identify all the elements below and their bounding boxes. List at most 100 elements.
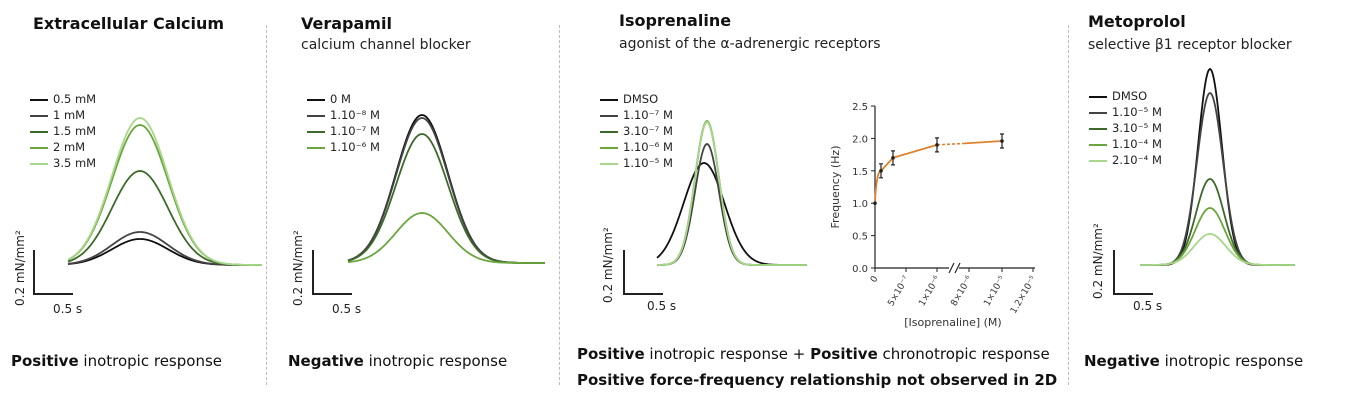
response-text: Positive inotropic response + Positive c… [577, 345, 1050, 363]
legend-label: 1.5 mM [53, 124, 97, 138]
legend-swatch [600, 147, 618, 149]
legend-label: DMSO [1112, 89, 1148, 103]
data-point [891, 156, 895, 160]
x-tick-label: 5×10⁻⁷ [886, 274, 911, 308]
time-scale-label: 0.5 s [1133, 299, 1163, 313]
time-scale-label: 0.5 s [647, 299, 677, 313]
legend-label: 1.10⁻⁴ M [1112, 137, 1162, 151]
legend-label: DMSO [623, 92, 659, 106]
legend-swatch [1089, 112, 1107, 114]
legend-swatch [307, 115, 325, 117]
trace-line [347, 133, 545, 264]
legend-swatch [30, 163, 48, 165]
legend-swatch [30, 115, 48, 117]
y-axis-label: Frequency (Hz) [829, 146, 842, 229]
frequency-line [964, 140, 1003, 145]
panel-title: Metoprolol [1088, 12, 1186, 31]
x-tick-label: 8×10⁻⁶ [949, 274, 974, 308]
legend-label: 1 mM [53, 108, 86, 122]
frequency-line [874, 144, 938, 204]
trace-plot [656, 119, 807, 266]
scale-bar-vertical [312, 250, 314, 294]
legend-label: 0 M [330, 92, 351, 106]
legend-swatch [1089, 128, 1107, 130]
legend-swatch [1089, 144, 1107, 146]
time-scale-label: 0.5 s [53, 302, 83, 316]
y-tick-label: 1.5 [852, 167, 868, 178]
legend-label: 1.10⁻⁷ M [623, 108, 673, 122]
frequency-line-break [936, 142, 966, 146]
panel-title: Extracellular Calcium [33, 14, 225, 33]
y-tick-label: 0.0 [852, 264, 868, 275]
scale-bar-vertical [623, 250, 625, 294]
trace-line [347, 114, 545, 264]
legend-swatch [30, 99, 48, 101]
response-text: Negative inotropic response [1084, 352, 1304, 370]
time-scale-label: 0.5 s [332, 302, 362, 316]
force-frequency-note: Positive force-frequency relationship no… [577, 371, 1058, 389]
trace-line [67, 117, 262, 266]
force-scale-label: 0.2 mN/mm² [13, 230, 27, 306]
scale-bar-vertical [1113, 250, 1115, 294]
panel-divider [266, 25, 267, 385]
response-text: Negative inotropic response [288, 352, 508, 370]
trace-line [347, 117, 545, 264]
y-tick-label: 2.0 [852, 134, 868, 145]
force-scale-label: 0.2 mN/mm² [1091, 223, 1105, 299]
panel-title: Verapamil [301, 14, 392, 33]
legend-label: 1.10⁻⁵ M [1112, 105, 1162, 119]
legend-swatch [307, 131, 325, 133]
legend-swatch [30, 131, 48, 133]
legend-swatch [30, 147, 48, 149]
legend-swatch [1089, 160, 1107, 162]
x-tick-label: 1×10⁻⁵ [982, 274, 1007, 308]
scale-bar-horizontal [1113, 293, 1153, 295]
trace-plot [67, 117, 262, 266]
trace-plot [347, 114, 545, 264]
legend-swatch [600, 163, 618, 165]
trace-plot [1140, 67, 1295, 266]
legend-swatch [600, 99, 618, 101]
force-scale-label: 0.2 mN/mm² [601, 227, 615, 303]
trace-line [1140, 67, 1295, 266]
force-scale-label: 0.2 mN/mm² [291, 230, 305, 306]
scale-bar-horizontal [312, 293, 352, 295]
trace-line [656, 119, 807, 266]
legend-swatch [600, 115, 618, 117]
axis-break [954, 262, 961, 274]
legend-swatch [307, 99, 325, 101]
legend-swatch [600, 131, 618, 133]
scale-bar-horizontal [623, 293, 663, 295]
scale-bar-horizontal [33, 293, 73, 295]
panel-subtitle: calcium channel blocker [301, 37, 471, 53]
legend-label: 1.10⁻⁶ M [330, 140, 380, 154]
panel-divider [559, 25, 560, 385]
legend-label: 1.10⁻⁶ M [623, 140, 673, 154]
trace-line [656, 120, 807, 266]
y-tick-label: 2.5 [852, 102, 868, 113]
y-tick-label: 1.0 [852, 199, 868, 210]
panel-divider [1068, 25, 1069, 385]
response-text: Positive inotropic response [11, 352, 222, 370]
x-tick-label: 1.2×10⁻⁵ [1009, 274, 1039, 315]
trace-line [347, 212, 545, 264]
data-point [935, 143, 939, 147]
trace-line [67, 124, 262, 266]
y-tick-label: 0.5 [852, 232, 868, 243]
legend-label: 2 mM [53, 140, 86, 154]
legend-label: 2.10⁻⁴ M [1112, 153, 1162, 167]
data-point [873, 201, 877, 205]
frequency-chart: 0.0 0.5 1.0 1.5 2.0 2.5 0 5×10⁻⁷ 1×10⁻⁶ 8×10⁻⁶ 1×1… [829, 102, 1039, 329]
trace-line [1140, 233, 1295, 266]
trace-line [1140, 91, 1295, 266]
legend-label: 3.10⁻⁷ M [623, 124, 673, 138]
legend-label: 3.10⁻⁵ M [1112, 121, 1162, 135]
x-tick-label: 0 [869, 274, 881, 284]
panel-subtitle: agonist of the α-adrenergic receptors [619, 36, 881, 52]
legend-swatch [307, 147, 325, 149]
panel-subtitle: selective β1 receptor blocker [1088, 37, 1292, 53]
legend-label: 0.5 mM [53, 92, 97, 106]
legend-label: 3.5 mM [53, 156, 97, 170]
legend-label: 1.10⁻⁵ M [623, 156, 673, 170]
axis-break [948, 262, 955, 274]
